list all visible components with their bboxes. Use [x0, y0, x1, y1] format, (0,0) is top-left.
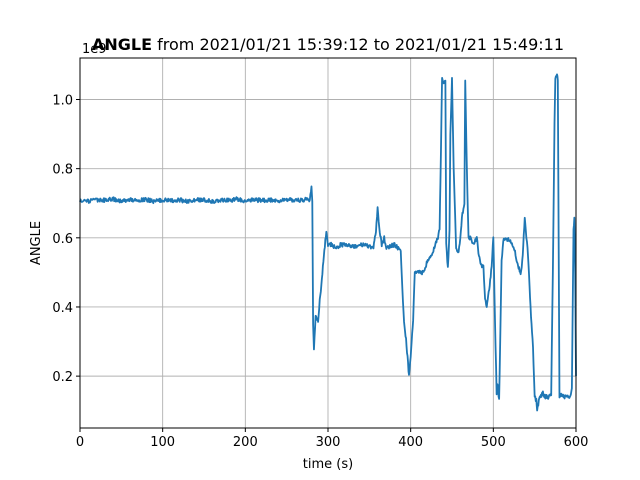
x-tick-label: 300	[316, 435, 341, 450]
chart-title-bold: ANGLE	[92, 35, 152, 54]
x-axis: 0 100 200 300 400 500 600	[76, 428, 589, 450]
x-tick-label: 500	[481, 435, 506, 450]
x-tick-label: 400	[398, 435, 423, 450]
x-tick-label: 0	[76, 435, 84, 450]
x-tick-label: 200	[233, 435, 258, 450]
chart-title-rest: from 2021/01/21 15:39:12 to 2021/01/21 1…	[152, 35, 564, 54]
y-axis: 0.2 0.4 0.6 0.8 1.0	[52, 93, 80, 385]
y-tick-label: 0.4	[52, 301, 73, 316]
y-tick-label: 0.2	[52, 370, 73, 385]
y-tick-label: 0.6	[52, 232, 73, 247]
x-axis-label: time (s)	[303, 457, 353, 472]
angle-series-line	[79, 73, 577, 412]
plot-area	[79, 73, 577, 412]
x-tick-label: 600	[564, 435, 589, 450]
y-tick-label: 1.0	[52, 93, 73, 108]
y-axis-label: ANGLE	[29, 221, 44, 265]
y-offset-label: 1e9	[82, 42, 107, 57]
y-tick-label: 0.8	[52, 163, 73, 178]
x-tick-label: 100	[150, 435, 175, 450]
chart-title: ANGLE from 2021/01/21 15:39:12 to 2021/0…	[92, 35, 564, 54]
